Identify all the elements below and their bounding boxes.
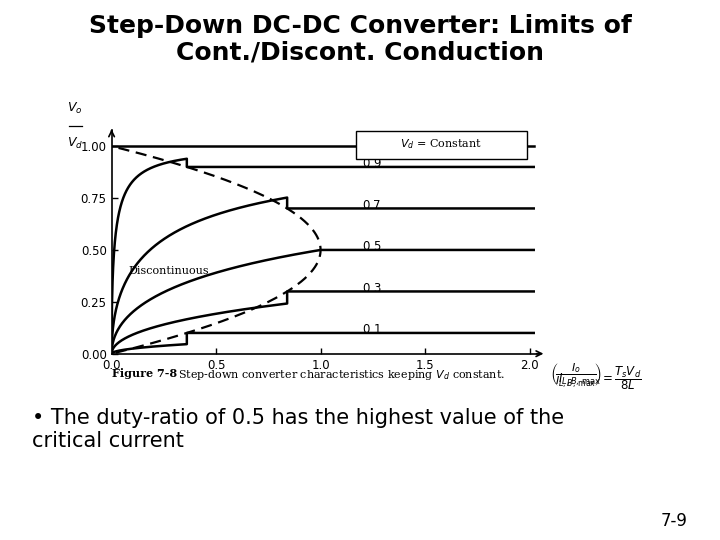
Text: $\left(\!\dfrac{I_o}{I_{L,B,\,\mathrm{max}}}\!\right)$: $\left(\!\dfrac{I_o}{I_{L,B,\,\mathrm{ma… [551, 362, 602, 390]
Text: Step-Down DC-DC Converter: Limits of: Step-Down DC-DC Converter: Limits of [89, 14, 631, 37]
Text: $V_d$: $V_d$ [67, 136, 84, 151]
Text: $V_o$: $V_o$ [68, 101, 83, 116]
Text: • The duty-ratio of 0.5 has the highest value of the
critical current: • The duty-ratio of 0.5 has the highest … [32, 408, 564, 451]
Text: $0.1$: $0.1$ [362, 323, 382, 336]
Text: Figure 7-8: Figure 7-8 [112, 368, 176, 379]
FancyBboxPatch shape [356, 131, 527, 159]
Text: $0.3$: $0.3$ [362, 282, 382, 295]
Text: $D = 1.0$: $D = 1.0$ [362, 137, 405, 150]
Text: Discontinuous: Discontinuous [128, 266, 209, 276]
Text: $0.9$: $0.9$ [362, 157, 382, 170]
Text: $I_{L,B,\,\mathrm{max}} = \dfrac{T_s V_d}{8L}$: $I_{L,B,\,\mathrm{max}} = \dfrac{T_s V_d… [558, 364, 642, 392]
Text: 7-9: 7-9 [661, 512, 688, 530]
Text: $V_d$ = Constant: $V_d$ = Constant [400, 137, 482, 151]
Text: Cont./Discont. Conduction: Cont./Discont. Conduction [176, 40, 544, 64]
Text: $0.5$: $0.5$ [362, 240, 382, 253]
Text: Step-down converter characteristics keeping $V_d$ constant.: Step-down converter characteristics keep… [171, 368, 505, 382]
Text: $0.7$: $0.7$ [362, 199, 381, 212]
